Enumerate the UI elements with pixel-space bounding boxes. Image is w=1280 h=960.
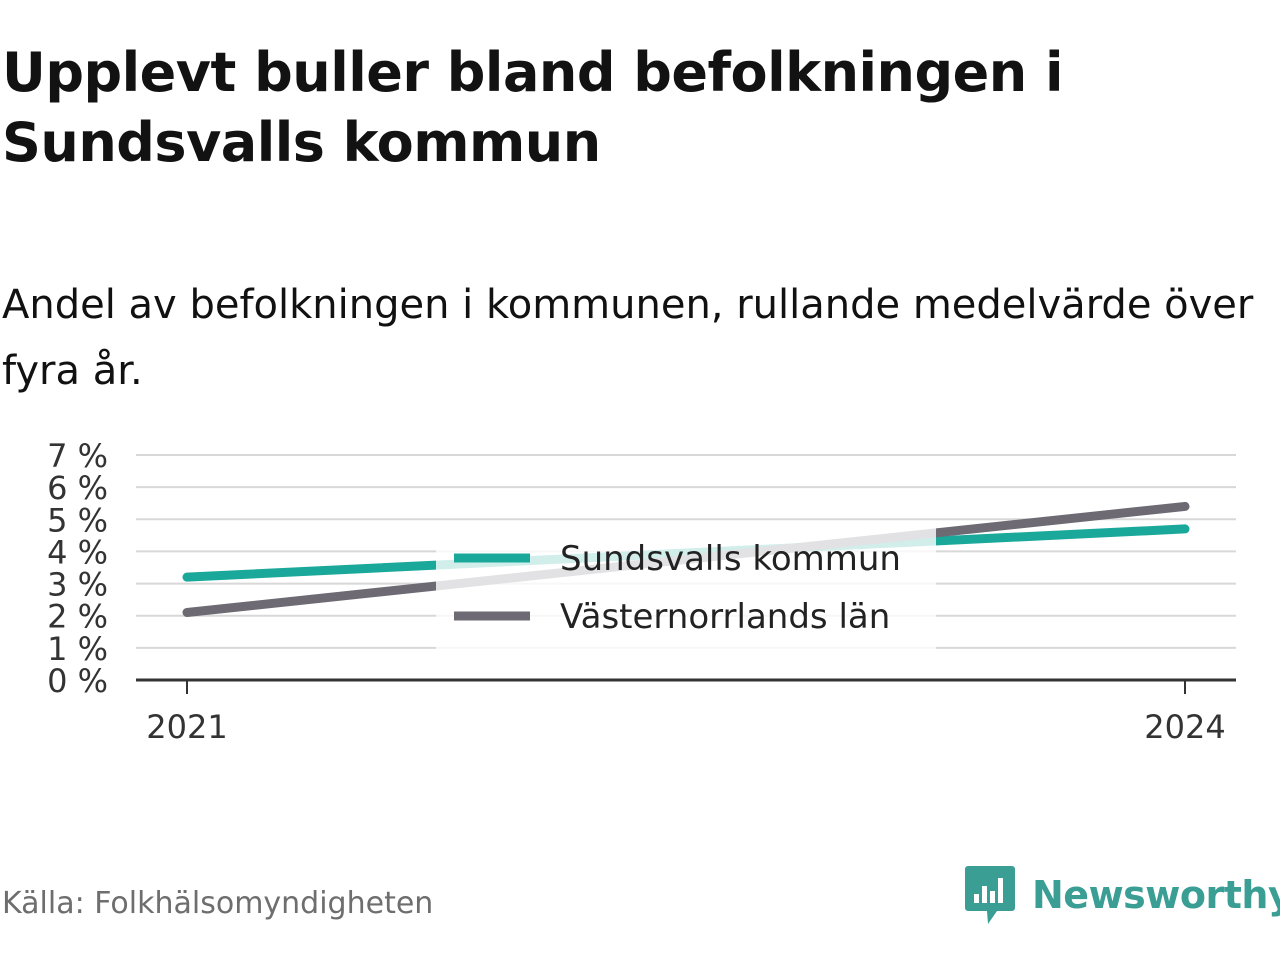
- y-tick-label: 3 %: [47, 566, 108, 604]
- chart-title: Upplevt buller bland befolkningen i Sund…: [2, 41, 1064, 174]
- legend-label: Västernorrlands län: [560, 597, 890, 637]
- y-tick-label: 2 %: [47, 598, 108, 636]
- brand-name: Newsworthy: [1032, 873, 1280, 917]
- y-tick-label: 6 %: [47, 469, 108, 507]
- x-axis-tick-labels: 2021 2024: [146, 708, 1225, 746]
- y-tick-label: 4 %: [47, 533, 108, 571]
- legend-label: Sundsvalls kommun: [560, 539, 901, 579]
- x-tick-label: 2021: [146, 708, 227, 746]
- y-tick-label: 0 %: [47, 662, 108, 700]
- y-tick-label: 1 %: [47, 630, 108, 668]
- y-tick-label: 7 %: [47, 437, 108, 475]
- chart-subtitle: Andel av befolkningen i kommunen, rullan…: [2, 282, 1254, 394]
- x-tick-label: 2024: [1144, 708, 1225, 746]
- x-axis: [136, 678, 1236, 694]
- source-note: Källa: Folkhälsomyndigheten: [2, 886, 434, 921]
- y-tick-label: 5 %: [47, 501, 108, 539]
- newsworthy-logo-icon: [965, 866, 1015, 924]
- y-axis-tick-labels: 0 %1 %2 %3 %4 %5 %6 %7 %: [47, 437, 108, 700]
- brand-logo: Newsworthy: [964, 862, 1280, 928]
- legend-background: [436, 528, 936, 650]
- line-chart: 0 %1 %2 %3 %4 %5 %6 %7 % 2021 2024 Sundsv…: [47, 437, 1236, 746]
- legend: Sundsvalls kommun Västernorrlands län: [436, 528, 936, 650]
